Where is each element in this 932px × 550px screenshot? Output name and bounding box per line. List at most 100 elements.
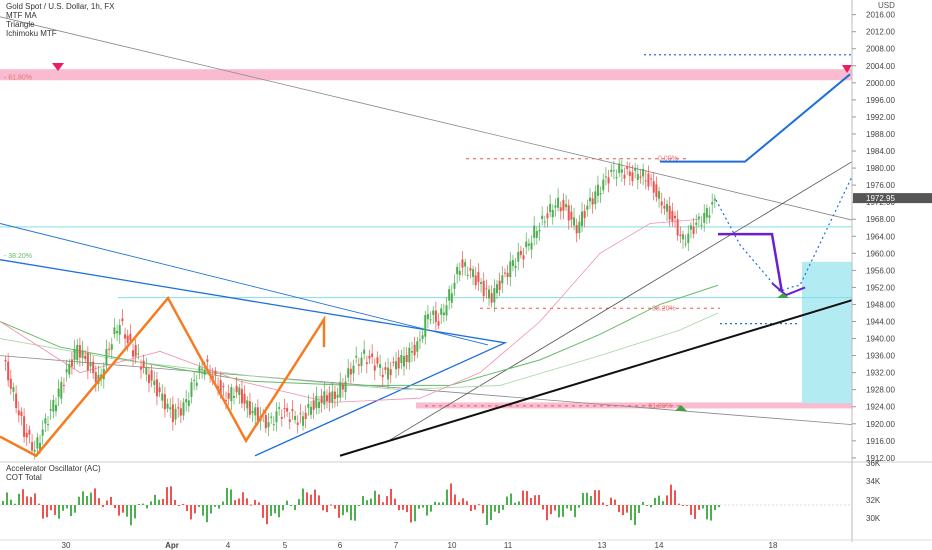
candle-body — [713, 198, 716, 201]
oscillator-bar — [258, 502, 260, 505]
projection-purple-leg — [718, 232, 784, 293]
oscillator-bar — [562, 505, 564, 517]
oscillator-bar — [10, 499, 12, 505]
oscillator-bar — [58, 505, 60, 519]
candle-body — [687, 233, 690, 243]
oscillator-bar — [122, 505, 124, 513]
candle-body — [583, 210, 586, 219]
time-tick-label: Apr — [165, 541, 179, 550]
oscillator-bar — [626, 505, 628, 513]
target-marker — [842, 65, 852, 73]
candle-body — [39, 442, 42, 450]
oscillator-bar — [606, 505, 608, 507]
fib-marker-down — [52, 63, 64, 71]
oscillator-bar — [670, 484, 672, 505]
candle-body — [559, 207, 562, 212]
candle-body — [23, 416, 26, 437]
oscillator-bar — [490, 505, 492, 521]
price-tick-label: 2012.00 — [866, 28, 895, 37]
candle-body — [522, 255, 525, 260]
oscillator-bar — [586, 492, 588, 505]
price-tick-label: 1912.00 — [866, 454, 895, 463]
candle-body — [482, 280, 485, 297]
oscillator-bar — [546, 505, 548, 521]
oscillator-bar — [598, 490, 600, 505]
candle-body — [142, 360, 145, 368]
oscillator-bar — [398, 505, 400, 511]
candle-body — [219, 380, 222, 394]
time-tick-label: 13 — [598, 541, 607, 550]
candle-body — [214, 370, 217, 375]
oscillator-bar — [710, 505, 712, 521]
candle-body — [485, 288, 488, 290]
oscillator-bar — [26, 496, 28, 505]
candle-body — [703, 212, 706, 223]
candle-body — [206, 359, 209, 362]
oscillator-bar — [498, 505, 500, 514]
candle-body — [666, 203, 669, 212]
oscillator-bar — [46, 505, 48, 518]
candle-body — [17, 410, 20, 416]
candle-body — [546, 213, 549, 219]
oscillator-bar — [530, 497, 532, 505]
price-tick-label: 1976.00 — [866, 181, 895, 190]
candle-body — [166, 403, 169, 409]
oscillator-bar — [614, 499, 616, 505]
oscillator-bar — [242, 492, 244, 505]
oscillator-bar — [558, 505, 560, 518]
candle-body — [291, 409, 294, 412]
candle-body — [551, 209, 554, 218]
candle-body — [49, 408, 52, 411]
candle-body — [498, 280, 501, 290]
oscillator-bar — [370, 498, 372, 505]
candle-body — [126, 335, 129, 343]
oscillator-bar — [262, 505, 264, 518]
oscillator-bar — [102, 505, 104, 507]
candle-body — [360, 357, 363, 366]
candle-body — [315, 395, 318, 408]
candle-body — [145, 366, 148, 375]
candle-body — [469, 268, 472, 271]
price-tick-label: 1916.00 — [866, 437, 895, 446]
oscillator-bar — [446, 489, 448, 505]
candle-body — [618, 163, 621, 173]
oscillator-bar — [538, 494, 540, 505]
oscillator-bar — [470, 505, 472, 512]
oscillator-bar — [278, 505, 280, 518]
indicator-triangle: Triangle — [6, 20, 35, 29]
candle-body — [235, 385, 238, 393]
candle-body — [392, 361, 395, 363]
oscillator-bar — [54, 505, 56, 515]
candle-body — [110, 344, 113, 350]
fib-label-618-bottom: - 61.80% — [644, 403, 672, 410]
oscillator-bar — [570, 505, 572, 511]
candle-body — [331, 391, 334, 403]
oscillator-bar — [698, 505, 700, 510]
oscillator-bar — [534, 495, 536, 505]
oscillator-bar — [566, 505, 568, 509]
candle-body — [246, 400, 249, 409]
candle-body — [296, 422, 299, 425]
candle-body — [310, 406, 313, 415]
oscillator-bar — [106, 500, 108, 505]
oscillator-bar — [138, 503, 140, 505]
oscillator-bar — [486, 505, 488, 525]
oscillator-bar — [294, 505, 296, 510]
price-tick-label: 1956.00 — [866, 266, 895, 275]
fib-zone-upper — [0, 69, 852, 81]
candle-body — [317, 401, 320, 409]
price-axis: 2016.00 2012.00 2008.00 2004.00 2000.00 1996.… — [852, 11, 895, 463]
candle-body — [588, 197, 591, 202]
oscillator-bar — [386, 496, 388, 505]
oscillator-bar — [326, 505, 328, 513]
oscillator-scale-label: 32K — [866, 496, 881, 505]
oscillator-bar — [42, 505, 44, 519]
candle-body — [708, 215, 711, 218]
oscillator-bar — [714, 505, 716, 511]
candle-body — [644, 180, 647, 182]
candle-body — [139, 366, 142, 370]
candle-body — [137, 353, 140, 355]
candle-body — [567, 205, 570, 221]
candle-body — [626, 166, 629, 169]
